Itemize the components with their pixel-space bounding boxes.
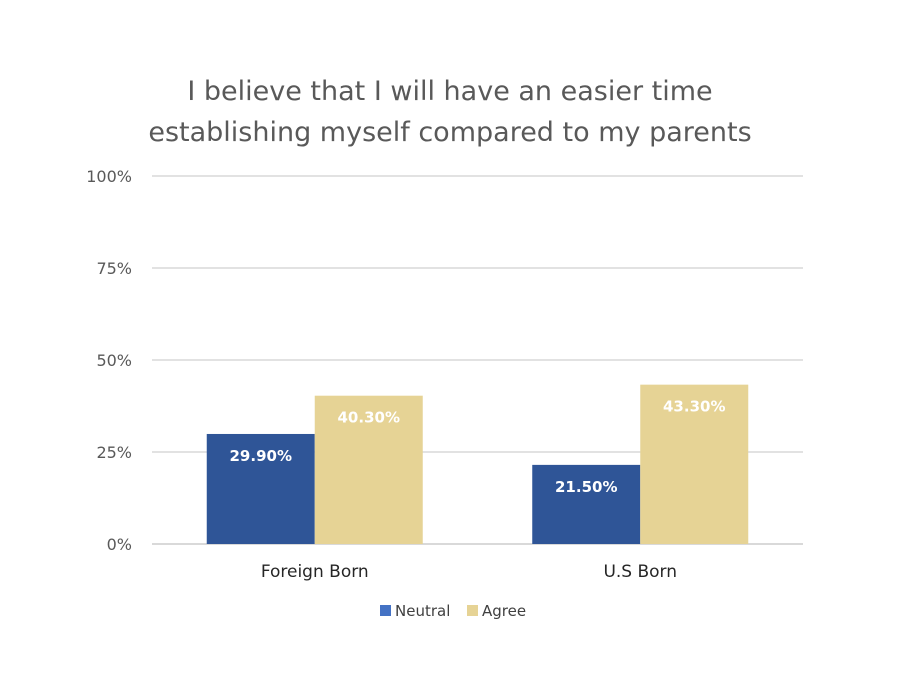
chart-title-line-1: I believe that I will have an easier tim… [187, 76, 712, 107]
bar-neutral [532, 464, 641, 544]
legend-swatch-neutral [380, 605, 391, 616]
y-tick-label: 25% [96, 443, 132, 462]
data-label: 43.30% [663, 398, 725, 416]
bar-agree [314, 395, 423, 544]
legend-label-neutral: Neutral [395, 602, 450, 620]
y-tick-label: 100% [86, 167, 132, 186]
legend-swatch-agree [467, 605, 478, 616]
data-label: 40.30% [338, 409, 400, 427]
y-tick-label: 50% [96, 351, 132, 370]
bar-neutral [206, 433, 315, 544]
y-tick-label: 75% [96, 259, 132, 278]
legend-label-agree: Agree [482, 602, 526, 620]
bar-agree [640, 384, 749, 544]
y-tick-label: 0% [107, 535, 132, 554]
x-tick-label: Foreign Born [261, 562, 369, 582]
chart-title-line-2: establishing myself compared to my paren… [148, 117, 751, 148]
data-label: 29.90% [230, 447, 292, 465]
x-tick-label: U.S Born [603, 562, 677, 582]
data-label: 21.50% [555, 478, 617, 496]
